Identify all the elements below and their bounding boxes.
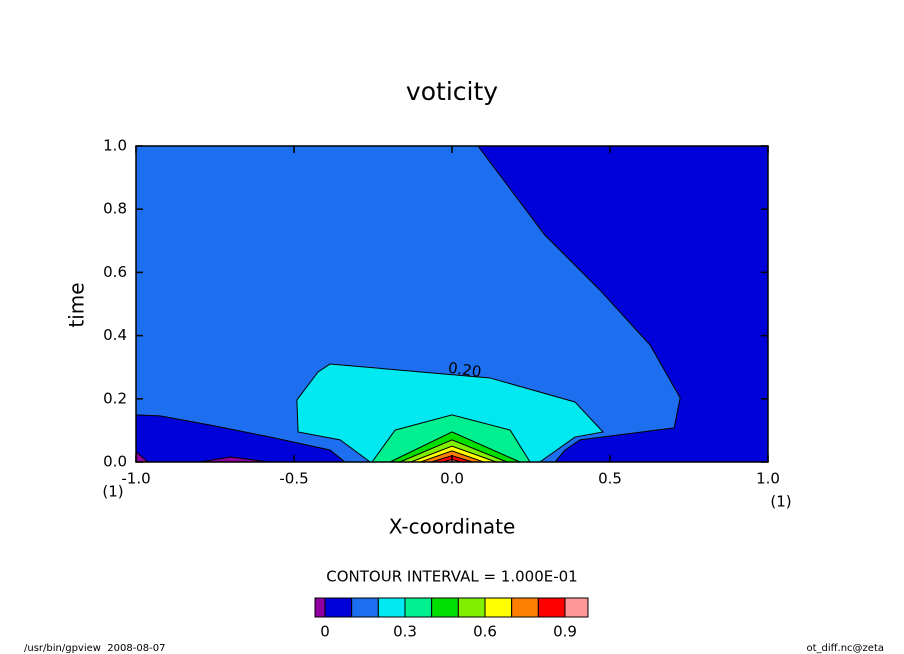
- contour-region: [135, 145, 681, 463]
- x-tick-label: -0.5: [279, 470, 308, 488]
- colorbar-box: [351, 597, 379, 618]
- y-tick-label: 1.0: [103, 137, 127, 155]
- colorbar-tick-label: 0.9: [553, 623, 577, 641]
- colorbar-box: [484, 597, 513, 618]
- footer-right: ot_diff.nc@zeta: [806, 643, 884, 654]
- y-axis-label: time: [65, 282, 89, 327]
- colorbar-tick-label: 0: [320, 623, 330, 641]
- colorbar-box: [377, 597, 406, 618]
- x-tick-label: 0.5: [598, 470, 622, 488]
- colorbar-box: [314, 597, 326, 618]
- x-unit-right: (1): [770, 493, 791, 511]
- colorbar-box: [324, 597, 353, 618]
- colorbar-box: [537, 597, 566, 618]
- colorbar-box: [404, 597, 433, 618]
- y-tick-label: 0.2: [103, 389, 127, 407]
- contour-label: 0.20: [447, 359, 483, 381]
- x-tick-label: 1.0: [756, 470, 780, 488]
- colorbar-box: [431, 597, 459, 618]
- y-tick-label: 0.4: [103, 326, 127, 344]
- x-tick-label: 0.0: [440, 470, 464, 488]
- colorbar-tick-label: 0.6: [473, 623, 497, 641]
- y-tick-label: 0.6: [103, 263, 127, 281]
- contour-region: [296, 363, 605, 463]
- colorbar-tick-label: 0.3: [393, 623, 417, 641]
- y-tick-label: 0.0: [103, 453, 127, 471]
- colorbar-box: [457, 597, 486, 618]
- contour-interval: CONTOUR INTERVAL = 1.000E-01: [326, 568, 577, 586]
- colorbar-box: [511, 597, 539, 618]
- colorbar-box: [564, 597, 589, 618]
- x-tick-label: -1.0: [121, 470, 150, 488]
- x-axis-label: X-coordinate: [389, 515, 516, 539]
- x-unit-left: (1): [102, 483, 123, 501]
- y-tick-label: 0.8: [103, 200, 127, 218]
- chart-title: voticity: [406, 77, 498, 106]
- footer-left: /usr/bin/gpview 2008-08-07: [24, 643, 165, 654]
